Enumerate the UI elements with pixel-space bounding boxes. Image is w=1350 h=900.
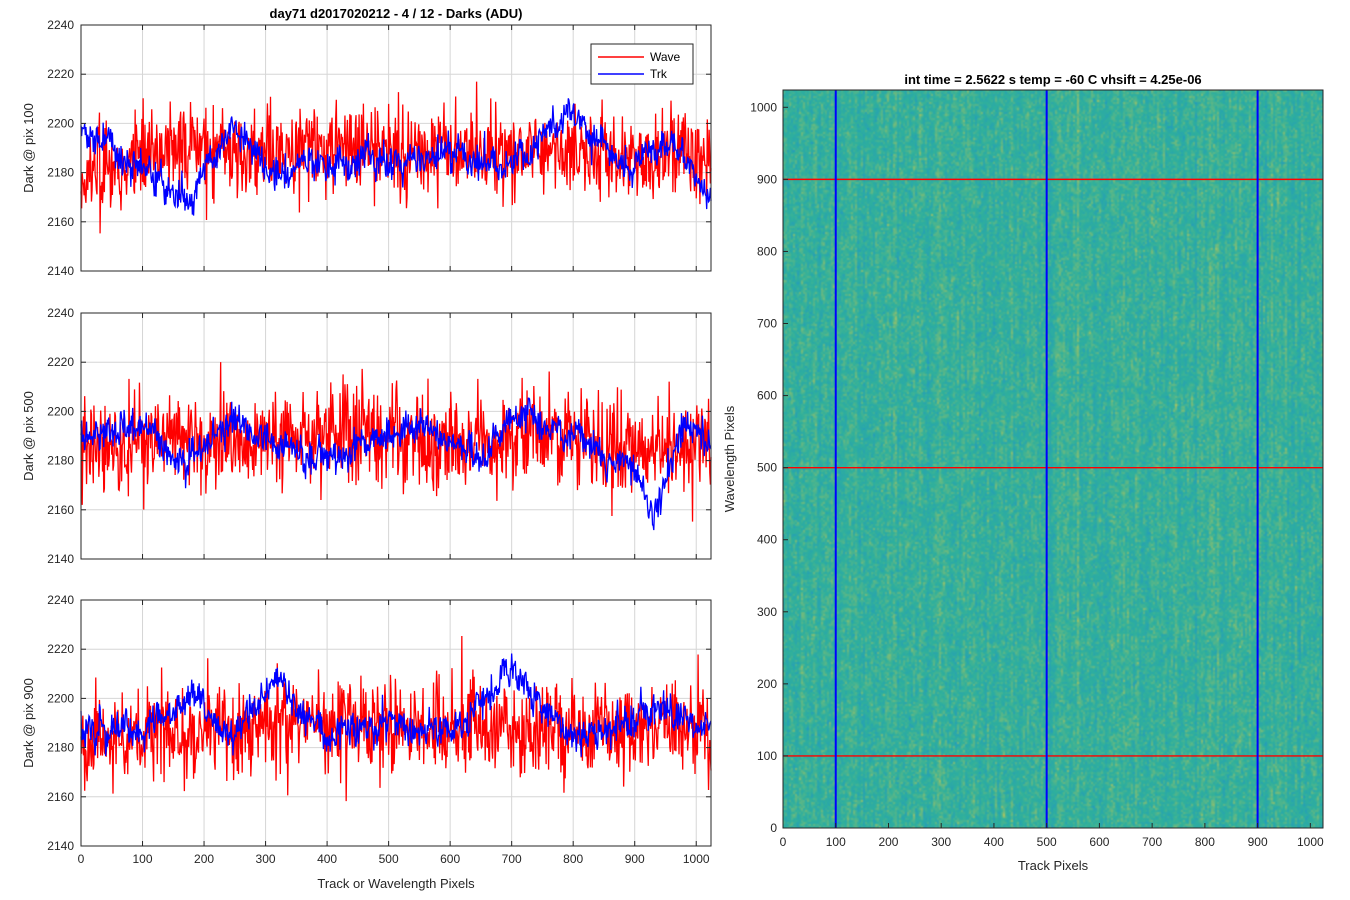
y-tick-label: 2200 [47, 116, 74, 130]
axis-ticks: 2140 2160 2180 2200 2220 2240 [47, 306, 711, 566]
y-tick-label: 2180 [47, 166, 74, 180]
y-tick-label: 2240 [47, 306, 74, 320]
x-tick-label: 300 [931, 835, 951, 849]
plot-traces [80, 635, 712, 802]
y-tick-label: 100 [757, 749, 777, 763]
series-line-wave [80, 635, 712, 802]
y-tick-label: 2140 [47, 552, 74, 566]
x-tick-label: 600 [440, 852, 460, 866]
x-tick-label: 200 [878, 835, 898, 849]
series-line-trk [80, 653, 712, 757]
series-line-trk [80, 98, 712, 216]
x-tick-label: 800 [1195, 835, 1215, 849]
plot-dark-pix-900: 0 100 200 300 400 500 600 700 800 900 1000 2140 2160… [21, 593, 712, 891]
y-tick-label: 1000 [750, 100, 777, 114]
x-axis-label: Track Pixels [1018, 858, 1089, 873]
series-line-wave [80, 81, 712, 234]
y-tick-label: 0 [770, 821, 777, 835]
y-tick-label: 700 [757, 317, 777, 331]
y-tick-label: 2200 [47, 404, 74, 418]
axis-ticks: 0 100 200 300 400 500 600 700 800 900 1000 2140 2160… [47, 593, 711, 866]
x-tick-label: 900 [1248, 835, 1268, 849]
y-tick-label: 300 [757, 605, 777, 619]
y-tick-label: 2200 [47, 691, 74, 705]
x-tick-label: 200 [194, 852, 214, 866]
y-tick-label: 600 [757, 389, 777, 403]
axis-frame [80, 312, 712, 560]
axis-ticks: 2140 2160 2180 2200 2220 2240 [47, 18, 711, 278]
y-axis-label: Dark @ pix 500 [21, 391, 36, 481]
y-tick-label: 2160 [47, 790, 74, 804]
x-tick-label: 0 [780, 835, 787, 849]
y-tick-label: 500 [757, 461, 777, 475]
x-tick-label: 500 [1037, 835, 1057, 849]
y-tick-label: 2180 [47, 741, 74, 755]
heatmap-marker-lines [783, 90, 1323, 828]
legend-entry-trk: Trk [650, 67, 668, 81]
x-tick-label: 0 [78, 852, 85, 866]
x-tick-label: 1000 [1297, 835, 1324, 849]
y-axis-label: Dark @ pix 900 [21, 678, 36, 768]
plot-dark-pix-500: 2140 2160 2180 2200 2220 2240 Dark @ pix 500 [21, 306, 712, 566]
x-tick-label: 700 [1142, 835, 1162, 849]
axis-frame [80, 24, 712, 272]
x-tick-label: 1000 [683, 852, 710, 866]
y-axis-label: Dark @ pix 100 [21, 103, 36, 193]
dark-frame-heatmap [783, 90, 1323, 828]
y-tick-label: 400 [757, 533, 777, 547]
x-tick-label: 600 [1089, 835, 1109, 849]
x-tick-label: 300 [256, 852, 276, 866]
y-axis-label: Wavelength Pixels [722, 405, 737, 512]
plot-traces [80, 81, 712, 234]
x-tick-label: 500 [379, 852, 399, 866]
figure-title: day71 d2017020212 - 4 / 12 - Darks (ADU) [270, 6, 523, 21]
y-tick-label: 800 [757, 244, 777, 258]
x-tick-label: 800 [563, 852, 583, 866]
plot-traces [80, 362, 712, 531]
x-tick-label: 400 [317, 852, 337, 866]
y-tick-label: 2140 [47, 264, 74, 278]
y-tick-label: 2160 [47, 215, 74, 229]
x-tick-label: 100 [826, 835, 846, 849]
legend: Wave Trk [590, 43, 694, 85]
axis-frame [80, 599, 712, 847]
legend-entry-wave: Wave [650, 50, 681, 64]
y-tick-label: 2220 [47, 642, 74, 656]
axis-ticks: 0 100 200 300 400 500 600 700 800 900 1000 0 100 200 3… [750, 100, 1324, 849]
y-tick-label: 2220 [47, 67, 74, 81]
x-tick-label: 900 [625, 852, 645, 866]
x-tick-label: 400 [984, 835, 1004, 849]
y-tick-label: 2140 [47, 839, 74, 853]
y-tick-label: 200 [757, 677, 777, 691]
x-tick-label: 700 [502, 852, 522, 866]
plot-dark-frame-image: int time = 2.5622 s temp = -60 C vhsift … [722, 72, 1324, 873]
y-tick-label: 900 [757, 172, 777, 186]
y-tick-label: 2240 [47, 18, 74, 32]
legend-box [590, 43, 694, 85]
y-tick-label: 2160 [47, 503, 74, 517]
y-tick-label: 2180 [47, 454, 74, 468]
y-tick-label: 2220 [47, 355, 74, 369]
axis-frame [782, 89, 1324, 829]
series-line-trk [80, 397, 712, 531]
plot-dark-pix-100: 2140 2160 2180 2200 2220 2240 day71 d20170202… [21, 6, 712, 278]
series-line-wave [80, 362, 712, 522]
y-tick-label: 2240 [47, 593, 74, 607]
image-title: int time = 2.5622 s temp = -60 C vhsift … [904, 72, 1201, 87]
x-axis-label: Track or Wavelength Pixels [317, 876, 475, 891]
x-tick-label: 100 [133, 852, 153, 866]
